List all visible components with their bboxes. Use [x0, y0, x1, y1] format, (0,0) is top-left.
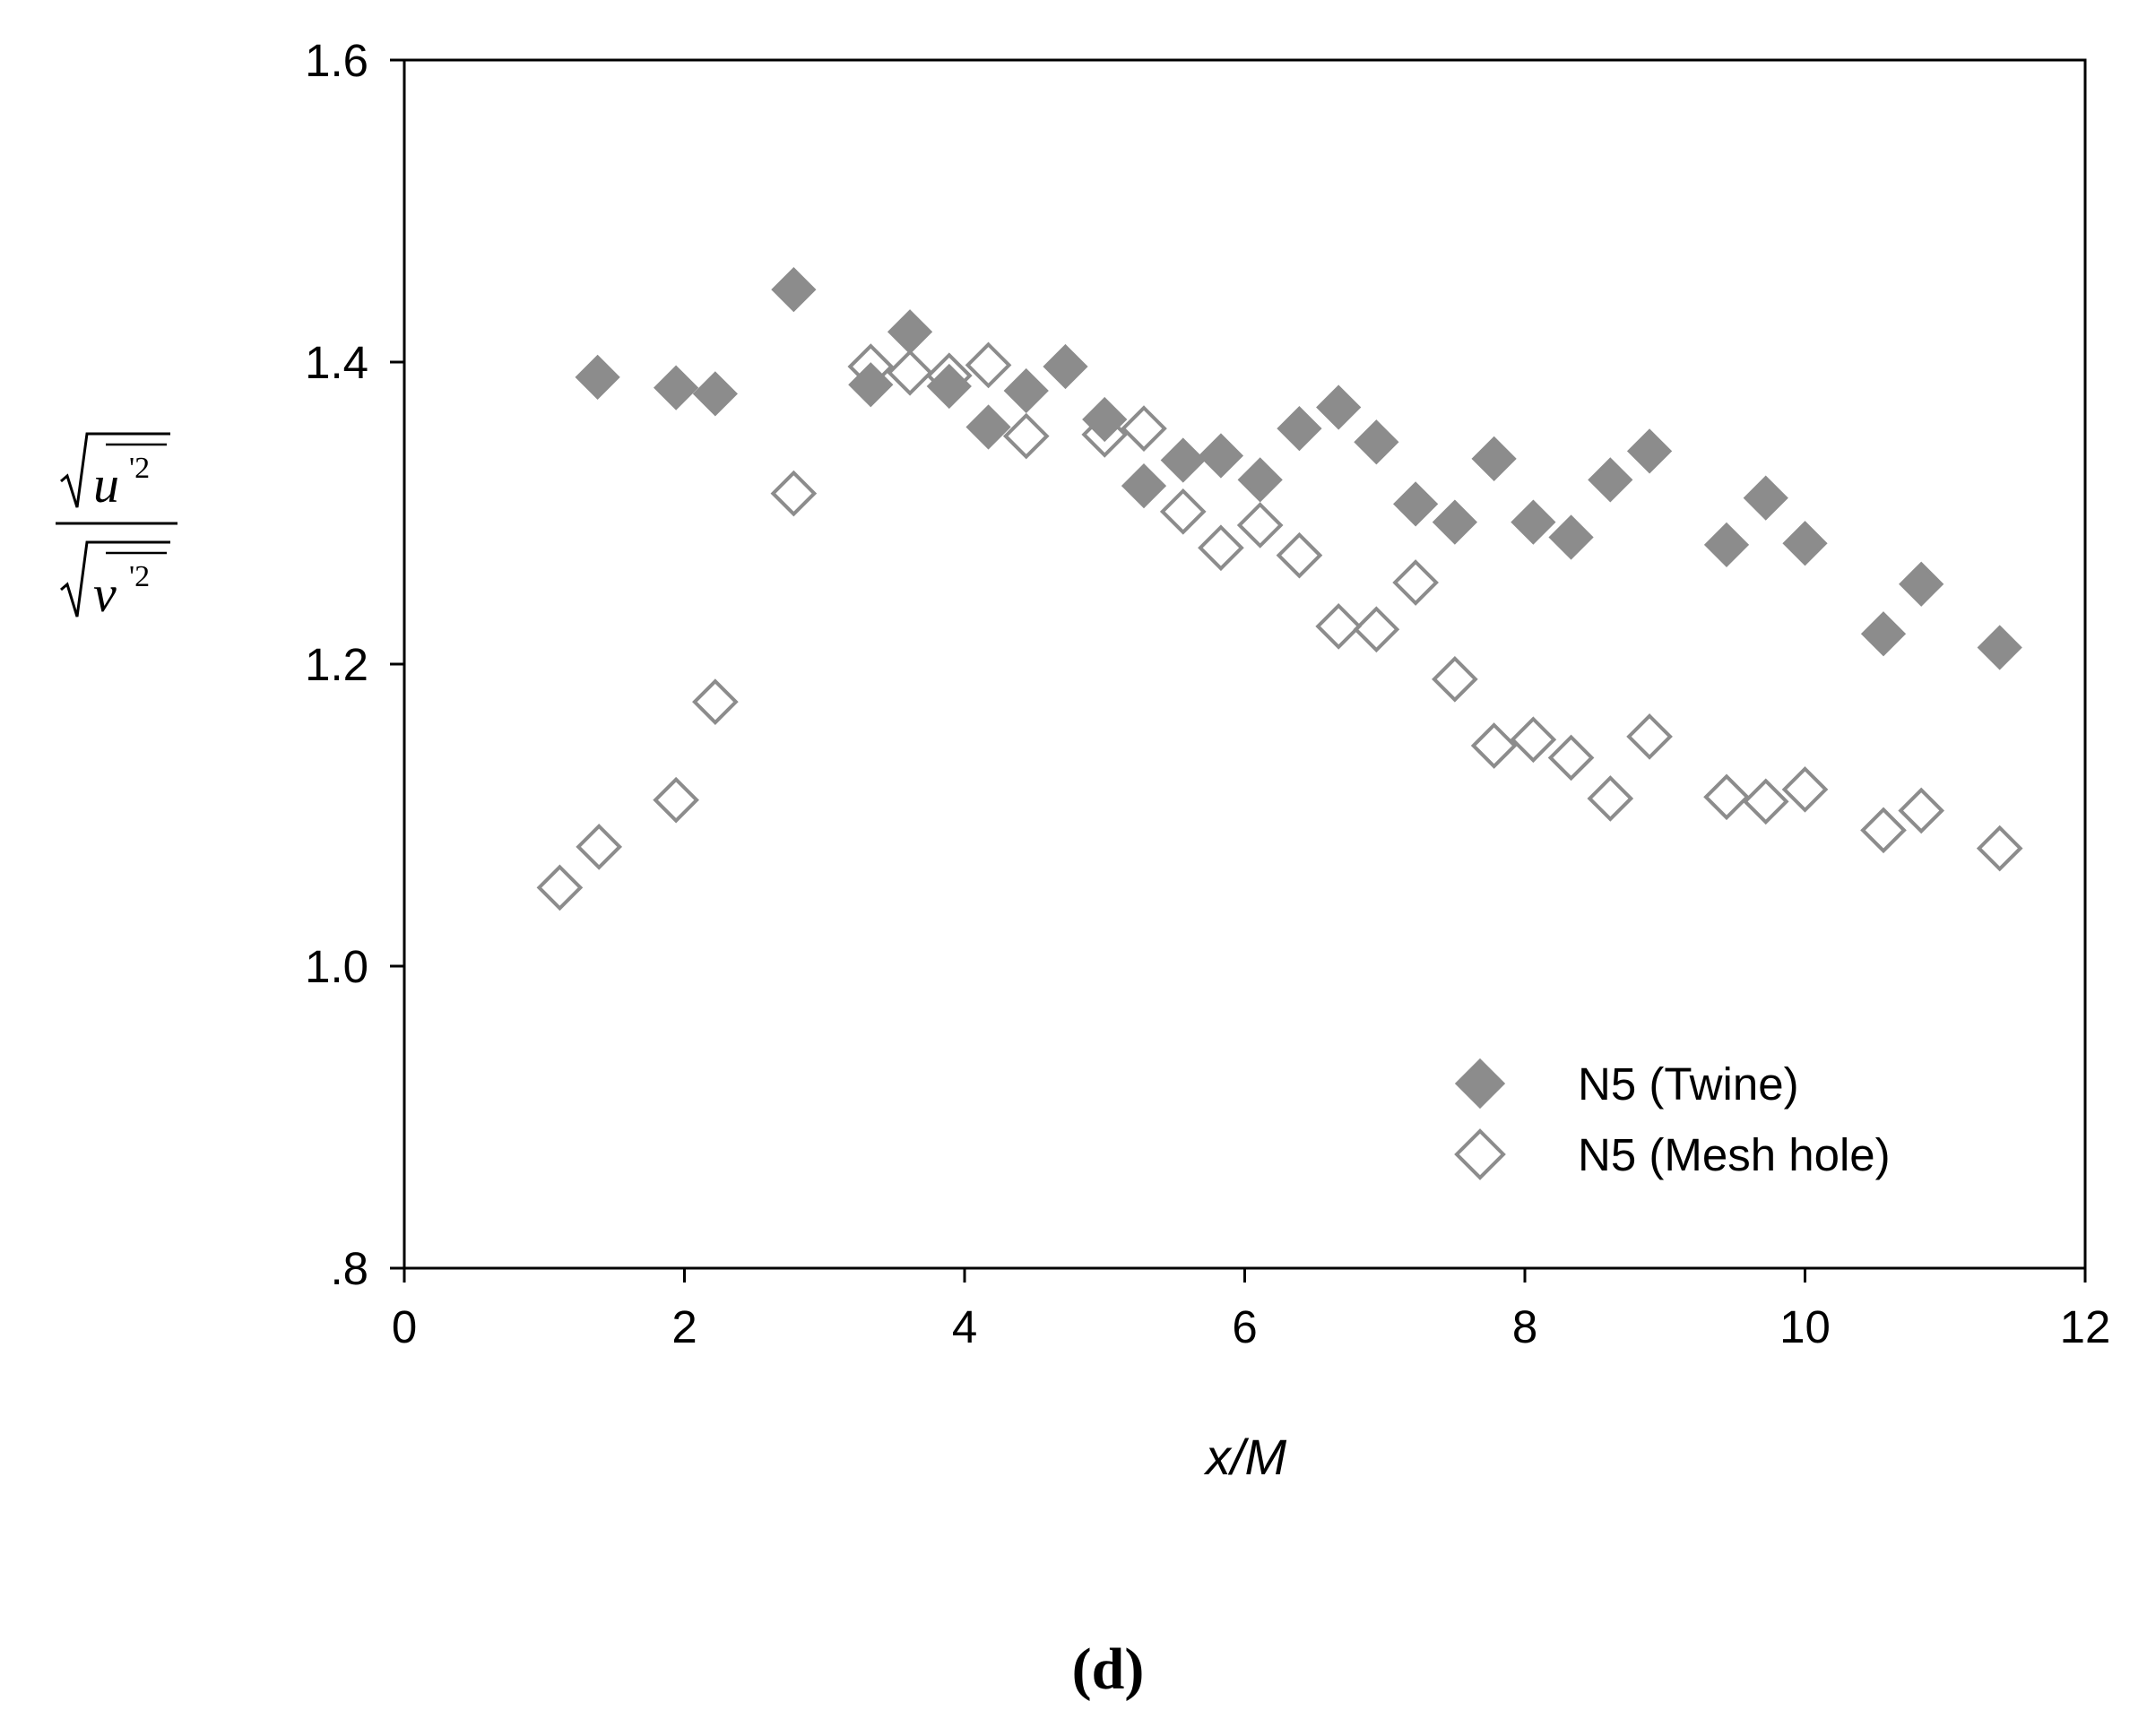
data-point-mesh-hole: [1353, 606, 1400, 653]
data-point-mesh-hole: [1781, 766, 1829, 813]
legend-marker-open-diamond: [1454, 1128, 1506, 1180]
data-point-twine: [1043, 343, 1088, 390]
data-point-mesh-hole: [576, 824, 623, 870]
x-tick-label: 10: [1779, 1301, 1831, 1352]
series-twine: [575, 266, 2022, 670]
data-point-mesh-hole: [1510, 716, 1557, 764]
data-point-twine: [1743, 475, 1788, 521]
data-point-mesh-hole: [770, 470, 818, 517]
data-point-twine: [965, 404, 1011, 450]
series-mesh-hole: [536, 341, 2023, 911]
data-point-mesh-hole: [1198, 524, 1244, 572]
x-tick-label: 12: [2060, 1301, 2111, 1352]
data-point-twine: [887, 309, 933, 355]
plot-frame: [403, 58, 2087, 1270]
data-point-mesh-hole: [1626, 713, 1673, 760]
legend-item-twine: N5 (Twine): [1454, 1058, 1799, 1110]
data-point-mesh-hole: [653, 776, 699, 824]
data-point-twine: [654, 365, 699, 410]
data-series: [536, 266, 2023, 911]
legend-label-mesh-hole: N5 (Mesh hole): [1578, 1129, 1891, 1180]
data-point-mesh-hole: [1898, 787, 1945, 834]
legend-label-twine: N5 (Twine): [1578, 1058, 1799, 1110]
data-point-twine: [1198, 433, 1244, 479]
x-axis-ticks: 0 2 4 6 8 10 12: [392, 1268, 2111, 1352]
data-point-twine: [1003, 367, 1049, 414]
x-axis-title: x/M: [1203, 1429, 1287, 1485]
y-label-numerator-symbol: u: [93, 455, 119, 514]
legend-marker-filled-diamond: [1454, 1058, 1506, 1110]
data-point-twine: [1316, 384, 1362, 430]
x-tick-label: 6: [1232, 1301, 1257, 1352]
data-point-mesh-hole: [847, 343, 895, 390]
x-tick-label: 4: [952, 1301, 977, 1352]
data-point-twine: [1432, 499, 1477, 545]
data-point-mesh-hole: [1432, 656, 1478, 703]
data-point-twine: [1782, 521, 1828, 566]
data-point-mesh-hole: [1547, 734, 1595, 782]
sqrt-sign-numerator: [60, 432, 170, 508]
data-point-mesh-hole: [1587, 775, 1634, 822]
data-point-twine: [771, 266, 817, 313]
x-tick-label: 2: [671, 1301, 697, 1352]
data-point-mesh-hole: [925, 352, 973, 399]
data-point-twine: [692, 371, 738, 417]
data-point-twine: [1237, 457, 1283, 503]
data-point-twine: [1588, 457, 1633, 503]
y-tick-label: 1.2: [305, 639, 368, 690]
data-point-twine: [1703, 522, 1750, 568]
y-axis-ticks: .8 1.0 1.2 1.4 1.6: [305, 35, 404, 1294]
data-point-mesh-hole: [1081, 411, 1129, 458]
data-point-twine: [1899, 561, 1944, 607]
data-point-mesh-hole: [1703, 773, 1750, 821]
data-point-mesh-hole: [692, 678, 739, 725]
data-point-mesh-hole: [1976, 825, 2023, 872]
data-point-mesh-hole: [887, 349, 933, 396]
x-tick-label: 8: [1512, 1301, 1537, 1352]
data-point-mesh-hole: [1315, 603, 1363, 650]
panel-label: (d): [1072, 1637, 1145, 1702]
y-label-numerator-superscript: '2: [129, 452, 150, 485]
x-tick-label: 0: [392, 1301, 417, 1352]
data-point-mesh-hole: [1159, 488, 1207, 535]
data-point-twine: [1121, 463, 1167, 509]
data-point-twine: [1548, 514, 1594, 560]
data-point-twine: [1277, 406, 1322, 452]
data-point-twine: [1511, 499, 1556, 545]
y-tick-label: 1.4: [305, 337, 368, 388]
data-point-twine: [575, 354, 620, 400]
data-point-mesh-hole: [1236, 502, 1284, 548]
data-point-mesh-hole: [536, 864, 584, 911]
data-point-mesh-hole: [965, 341, 1012, 389]
data-point-twine: [1354, 419, 1399, 465]
legend-item-mesh-hole: N5 (Mesh hole): [1454, 1128, 1891, 1180]
data-point-mesh-hole: [1392, 559, 1439, 606]
data-point-mesh-hole: [1742, 778, 1789, 825]
y-tick-label: 1.6: [305, 35, 368, 86]
data-point-mesh-hole: [1470, 722, 1518, 769]
data-point-mesh-hole: [1860, 807, 1907, 854]
legend: N5 (Twine) N5 (Mesh hole): [1454, 1058, 1891, 1180]
data-point-twine: [1626, 428, 1673, 474]
y-label-denominator-superscript: '2: [129, 560, 150, 593]
data-point-mesh-hole: [1121, 405, 1167, 452]
data-point-twine: [1393, 481, 1439, 527]
data-point-twine: [1977, 625, 2022, 670]
data-point-twine: [1160, 437, 1206, 483]
y-tick-label: .8: [330, 1243, 368, 1294]
y-axis-title: u '2 v '2: [56, 432, 177, 623]
y-tick-label: 1.0: [305, 941, 368, 992]
y-label-denominator-symbol: v: [93, 565, 117, 623]
data-point-twine: [926, 363, 972, 410]
data-point-twine: [1860, 611, 1907, 657]
data-point-mesh-hole: [1002, 412, 1050, 460]
data-point-twine: [1471, 436, 1517, 481]
data-point-mesh-hole: [1276, 531, 1323, 579]
data-point-twine: [1082, 396, 1128, 443]
sqrt-sign-denominator: [60, 540, 170, 618]
